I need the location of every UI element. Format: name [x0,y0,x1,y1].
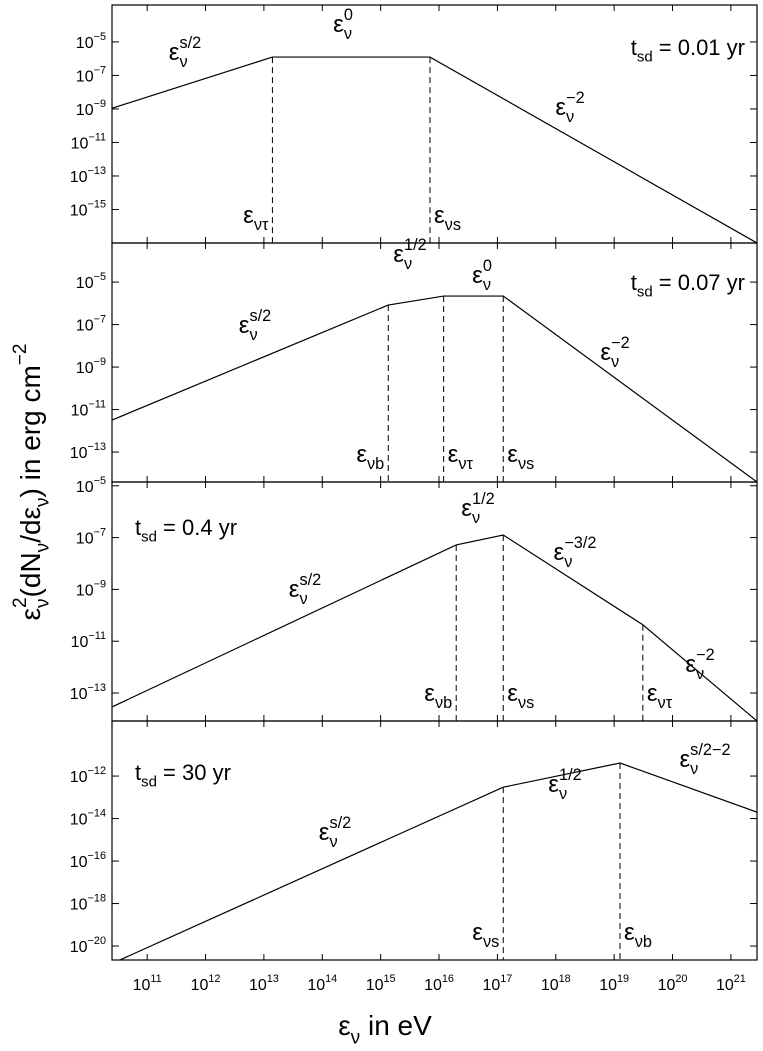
x-tick-label: 1019 [599,973,629,994]
slope-label: εν−3/2 [554,534,597,571]
x-tick-label: 1014 [307,973,337,994]
y-tick-label: 10−7 [76,527,106,548]
y-tick-label: 10−13 [70,682,106,703]
x-tick-label: 1012 [191,973,221,994]
panel [111,720,758,961]
break-label: ενs [507,680,534,712]
break-label: ενb [356,441,384,473]
spectrum-line [119,762,757,960]
x-axis-label: εν in eV [338,1010,432,1048]
x-tick-label: 1015 [366,973,396,994]
break-label: ενb [624,919,652,951]
panel-title: tsd = 30 yr [135,760,231,791]
x-tick-label: 1018 [541,973,571,994]
y-tick-label: 10−9 [76,578,106,599]
break-label: εντ [647,680,673,712]
break-label: ενs [507,441,534,473]
panel-title: tsd = 0.07 yr [631,270,745,301]
x-tick-label: 1021 [716,973,746,994]
y-tick-label: 10−12 [70,765,106,786]
panel-title: tsd = 0.4 yr [135,515,237,546]
slope-label: εν−2 [555,89,584,126]
y-tick-label: 10−14 [70,808,106,829]
y-tick-label: 10−7 [76,64,106,85]
y-tick-label: 10−9 [76,98,106,119]
y-tick-label: 10−11 [71,131,106,152]
x-tick-label: 1016 [424,973,454,994]
y-tick-label: 10−11 [71,630,106,651]
y-tick-label: 10−18 [70,893,106,914]
slope-label: ενs/2−2 [679,741,730,778]
slope-label: ενs/2 [319,814,351,851]
y-tick-label: 10−5 [76,475,106,496]
y-axis-label: εν2(dNν/dεν) in erg cm−2 [10,343,53,620]
spectrum-line [112,56,757,243]
x-tick-label: 1013 [249,973,279,994]
slope-label: εν−2 [600,334,629,371]
slope-label: εν1/2 [461,490,494,527]
break-label: εντ [243,202,269,234]
panel-title: tsd = 0.01 yr [631,35,745,66]
break-label: ενs [472,919,499,951]
y-tick-label: 10−11 [71,399,106,420]
y-tick-label: 10−5 [76,271,106,292]
y-tick-label: 10−20 [70,935,106,956]
slope-label: ενs/2 [169,34,201,71]
slope-label: εν0 [333,6,353,43]
y-tick-label: 10−7 [76,314,106,335]
y-tick-label: 10−16 [70,850,106,871]
panel [111,481,758,722]
x-tick-label: 1011 [133,973,162,994]
slope-label: εν−2 [685,646,714,683]
y-tick-label: 10−9 [76,356,106,377]
spectrum-line [112,295,757,482]
slope-label: εν0 [472,257,492,294]
break-label: εντ [448,441,474,473]
x-tick-label: 1020 [658,973,688,994]
break-label: ενb [424,680,452,712]
y-tick-label: 10−15 [70,198,106,219]
break-label: ενs [434,202,461,234]
slope-label: ενs/2 [289,571,321,608]
slope-label: εν1/2 [393,236,426,273]
y-tick-label: 10−13 [70,165,106,186]
slope-label: ενs/2 [239,307,271,344]
panel-frame [111,720,758,961]
y-tick-label: 10−5 [76,31,106,52]
y-tick-label: 10−13 [70,441,106,462]
x-tick-label: 1017 [482,973,512,994]
slope-label: εν1/2 [548,766,581,803]
